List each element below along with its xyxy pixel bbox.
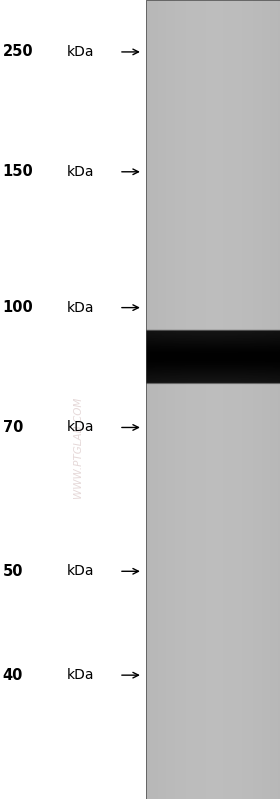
- Text: WWW.PTGLAB.COM: WWW.PTGLAB.COM: [73, 397, 83, 498]
- Text: 100: 100: [3, 300, 34, 315]
- Text: kDa: kDa: [67, 165, 95, 179]
- Text: kDa: kDa: [67, 564, 95, 578]
- Text: kDa: kDa: [67, 45, 95, 59]
- Text: 70: 70: [3, 420, 23, 435]
- Text: kDa: kDa: [67, 420, 95, 435]
- Text: kDa: kDa: [67, 668, 95, 682]
- Text: 150: 150: [3, 165, 34, 179]
- Text: 250: 250: [3, 45, 33, 59]
- Text: 40: 40: [3, 668, 23, 682]
- Text: 50: 50: [3, 564, 23, 578]
- Text: kDa: kDa: [67, 300, 95, 315]
